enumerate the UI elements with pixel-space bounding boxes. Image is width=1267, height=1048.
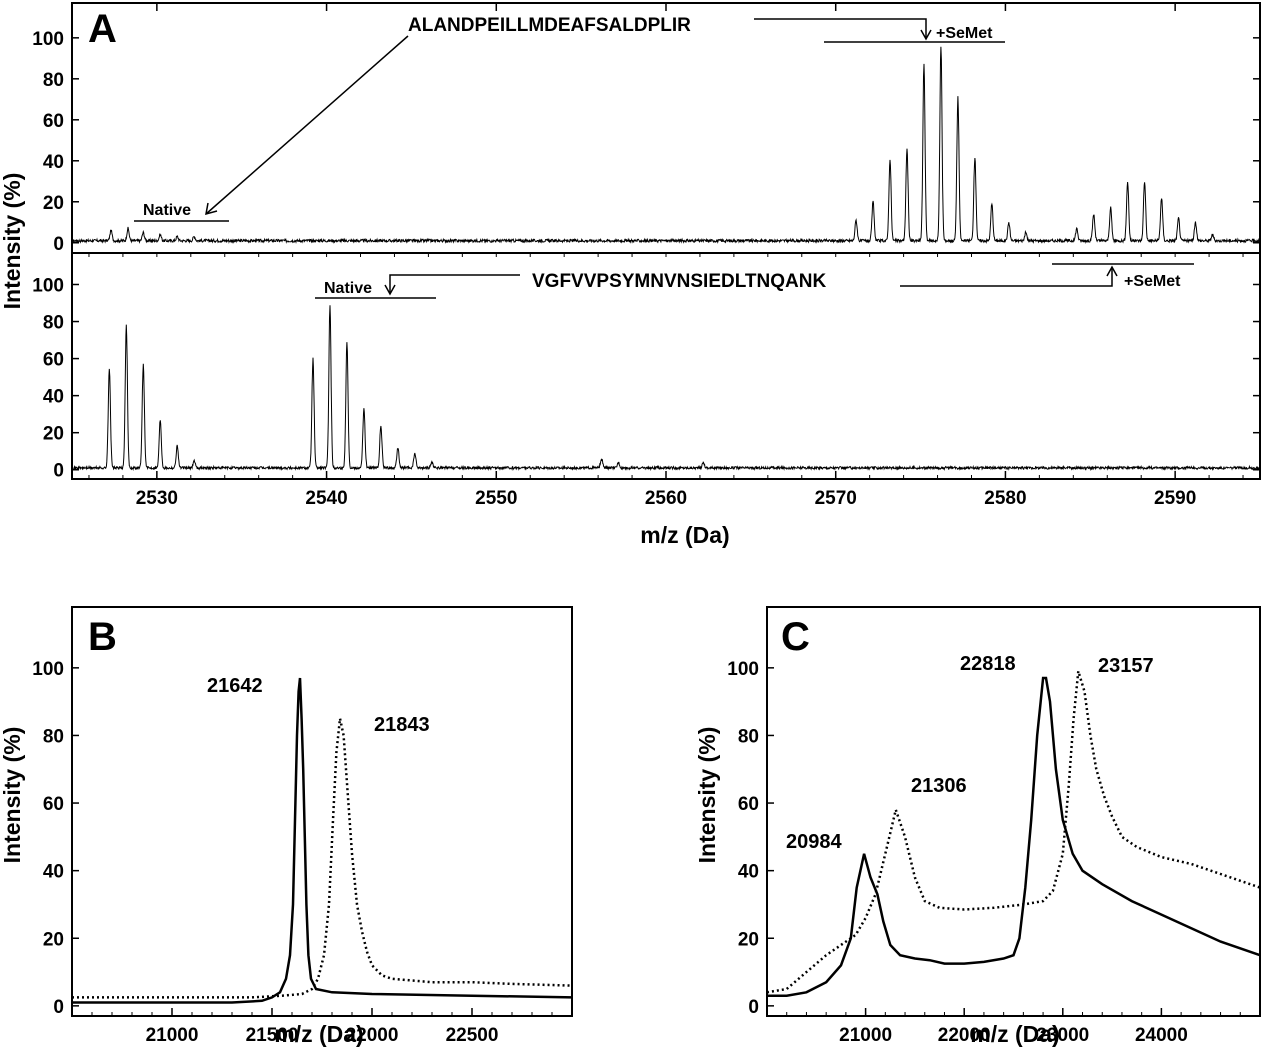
panel-c-dotted-line	[766, 670, 1261, 994]
panel-c-peak-label-22818: 22818	[960, 653, 1016, 675]
panel-c-y-tick-label-60: 60	[738, 794, 759, 815]
panel-c-x-tick-label-24000: 24000	[1135, 1025, 1188, 1046]
panel-a-top-semet-label: +SeMet	[936, 25, 993, 42]
panel-a-x-tick-label-2550: 2550	[475, 488, 517, 509]
panel-c-y-tick-label-0: 0	[748, 997, 759, 1018]
panel-a-top-y-tick-label-0: 0	[53, 234, 64, 255]
panel-a-x-axis-title: m/z (Da)	[640, 522, 729, 548]
panel-c-solid-line	[767, 676, 1261, 997]
panel-a-bottom-native-arrowhead	[384, 284, 396, 296]
panel-a-bottom-y-ticks: 0 20 40 60 80 100	[32, 275, 1260, 482]
panel-b-peak-label-21642: 21642	[207, 675, 263, 697]
panel-a-bottom-semet-arrow	[900, 268, 1113, 287]
panel-a: A 0 20 40 60 80 100 0 20 40 60 80 100 2530 2540 2550…	[0, 2, 1261, 548]
panel-c-x-axis-title: m/z (Da)	[970, 1021, 1059, 1047]
panel-b-dotted-line	[72, 718, 573, 999]
panel-a-top-y-tick-label-100: 100	[32, 29, 64, 50]
panel-c-peak-label-21306: 21306	[911, 775, 967, 797]
panel-a-top-spectrum-line	[71, 46, 1260, 244]
panel-a-x-tick-label-2570: 2570	[815, 488, 857, 509]
panel-b-x-tick-label-22500: 22500	[446, 1025, 499, 1046]
panel-b-x-tick-label-21500: 21500	[246, 1025, 299, 1046]
panel-a-top-y-ticks: 0 20 40 60 80 100	[32, 29, 1260, 255]
panel-a-bottom-semet-label: +SeMet	[1124, 273, 1181, 290]
panel-c-y-tick-label-20: 20	[738, 929, 759, 950]
panel-a-bottom-peptide-label: VGFVVPSYMNVNSIEDLTNQANK	[532, 271, 826, 292]
panel-a-top-y-tick-label-80: 80	[43, 70, 64, 91]
panel-c-letter: C	[781, 615, 810, 659]
panel-a-x-tick-label-2580: 2580	[984, 488, 1026, 509]
panel-a-bottom-y-tick-label-100: 100	[32, 275, 64, 296]
panel-c-x-tick-label-23000: 23000	[1036, 1025, 1089, 1046]
panel-c-frame	[766, 606, 1261, 1017]
panel-a-bottom-y-tick-label-80: 80	[43, 313, 64, 334]
panel-a-bottom-y-tick-label-20: 20	[43, 424, 64, 445]
panel-a-top-y-tick-label-20: 20	[43, 193, 64, 214]
panel-b-x-ticks: 21000 21500 22000 22500	[91, 1008, 553, 1046]
panel-a-x-ticks: 2530 2540 2550 2560 2570 2580 2590	[88, 3, 1244, 509]
panel-a-bottom-semet-arrowhead	[1106, 265, 1118, 277]
panel-a-x-tick-label-2540: 2540	[305, 488, 347, 509]
panel-b-y-tick-label-80: 80	[43, 726, 64, 747]
panel-a-bottom-native-label: Native	[324, 280, 372, 297]
panel-b-solid-line	[72, 677, 573, 1004]
panel-a-bottom-spectrum-line	[71, 305, 1261, 472]
panel-c: C 0 20 40 60 80 100 21000 22000 23000 24000 2098…	[694, 606, 1261, 1047]
panel-a-top-native-arrow	[205, 35, 409, 215]
panel-b-x-tick-label-22000: 22000	[346, 1025, 399, 1046]
panel-b-y-ticks: 0 20 40 60 80 100	[32, 659, 79, 1018]
panel-a-top-y-tick-label-60: 60	[43, 111, 64, 132]
panel-a-top-native-label: Native	[143, 202, 191, 219]
panel-b: B 0 20 40 60 80 100 21000 21500 22000 22500 2164…	[0, 606, 573, 1047]
panel-a-bottom-y-tick-label-40: 40	[43, 387, 64, 408]
panel-c-y-ticks: 0 20 40 60 80 100	[727, 659, 774, 1018]
panel-c-x-tick-label-22000: 22000	[938, 1025, 991, 1046]
panel-b-y-tick-label-20: 20	[43, 929, 64, 950]
panel-a-top-semet-arrowhead	[920, 29, 932, 41]
panel-b-x-tick-label-21000: 21000	[146, 1025, 199, 1046]
panel-a-top-native-arrowhead	[205, 202, 218, 216]
panel-a-letter: A	[88, 7, 117, 51]
panel-b-y-tick-label-40: 40	[43, 862, 64, 883]
panel-a-bottom-y-tick-label-0: 0	[53, 461, 64, 482]
panel-c-x-tick-label-21000: 21000	[839, 1025, 892, 1046]
panel-b-y-axis-title: Intensity (%)	[0, 727, 25, 864]
panel-c-peak-label-20984: 20984	[786, 831, 842, 853]
panel-b-y-tick-label-100: 100	[32, 659, 64, 680]
panel-b-peak-label-21843: 21843	[374, 714, 430, 736]
panel-b-y-tick-label-60: 60	[43, 794, 64, 815]
panel-c-y-tick-label-100: 100	[727, 659, 759, 680]
panel-b-letter: B	[88, 615, 117, 659]
panel-a-bottom-native-arrow	[389, 274, 520, 293]
panel-c-y-tick-label-40: 40	[738, 862, 759, 883]
panel-a-y-axis-title: Intensity (%)	[0, 173, 25, 310]
panel-b-x-axis-title: m/z (Da)	[274, 1021, 363, 1047]
panel-c-peak-label-23157: 23157	[1098, 655, 1154, 677]
panel-a-x-tick-label-2560: 2560	[645, 488, 687, 509]
panel-a-x-tick-label-2530: 2530	[136, 488, 178, 509]
panel-b-y-tick-label-0: 0	[53, 997, 64, 1018]
panel-c-y-axis-title: Intensity (%)	[694, 727, 720, 864]
panel-a-top-peptide-label: ALANDPEILLMDEAFSALDPLIR	[408, 15, 691, 36]
panel-c-y-tick-label-80: 80	[738, 726, 759, 747]
panel-c-x-ticks: 21000 22000 23000 24000	[786, 1008, 1241, 1046]
panel-a-top-y-tick-label-40: 40	[43, 152, 64, 173]
panel-a-bottom-y-tick-label-60: 60	[43, 350, 64, 371]
panel-a-x-tick-label-2590: 2590	[1154, 488, 1196, 509]
panel-b-frame	[71, 606, 573, 1017]
panel-a-top-semet-arrow	[754, 18, 927, 38]
